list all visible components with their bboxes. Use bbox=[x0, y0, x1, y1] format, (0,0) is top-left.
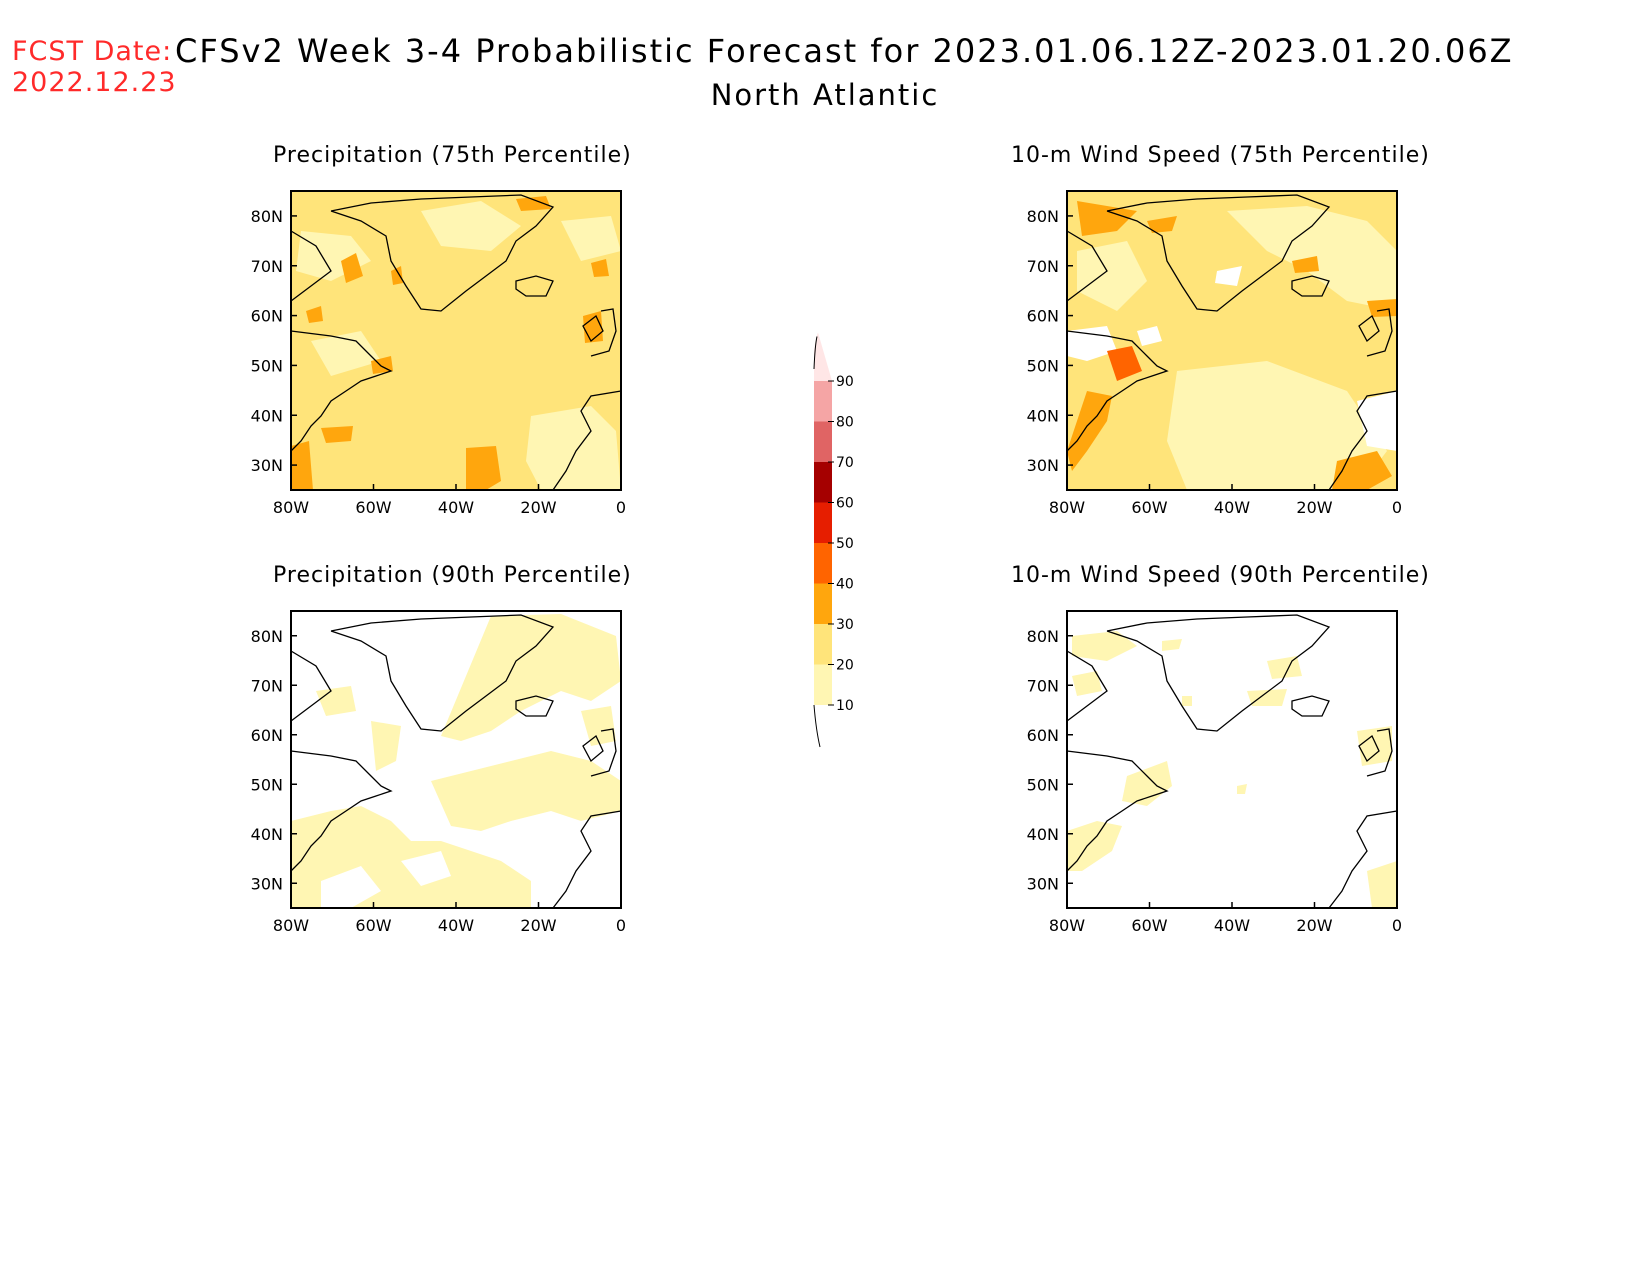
colorbar-label: 30 bbox=[836, 617, 854, 633]
lon-axis: 80W 60W 40W 20W 0 bbox=[1049, 902, 1402, 935]
lon-label: 40W bbox=[438, 916, 474, 935]
lat-label: 60N bbox=[1027, 307, 1059, 326]
lon-label: 20W bbox=[520, 916, 556, 935]
main-title: CFSv2 Week 3-4 Probabilistic Forecast fo… bbox=[175, 32, 1514, 70]
lat-label: 40N bbox=[251, 825, 283, 844]
forecast-date-value: 2022.12.23 bbox=[12, 67, 177, 98]
colorbar-label: 90 bbox=[836, 374, 854, 390]
lon-label: 60W bbox=[1131, 498, 1167, 517]
region-subtitle: North Atlantic bbox=[710, 78, 940, 112]
colorbar-swatch bbox=[814, 664, 832, 705]
lat-label: 50N bbox=[251, 356, 283, 375]
colorbar-label: 20 bbox=[836, 658, 854, 674]
lat-label: 70N bbox=[251, 676, 283, 695]
lat-axis: 80N 70N 60N 50N 40N 30N bbox=[251, 627, 297, 893]
lon-label: 0 bbox=[1392, 498, 1402, 517]
panel-title-precip90: Precipitation (90th Percentile) bbox=[273, 563, 632, 588]
lat-axis: 80N 70N 60N 50N 40N 30N bbox=[1027, 207, 1073, 475]
colorbar-label: 70 bbox=[836, 455, 854, 471]
map-wind90: 80N 70N 60N 50N 40N 30N 80W 60W 40W 20W 0 bbox=[1027, 610, 1402, 935]
coastline bbox=[1066, 194, 1398, 491]
lon-label: 40W bbox=[438, 498, 474, 517]
lat-label: 60N bbox=[251, 307, 283, 326]
lat-label: 30N bbox=[1027, 874, 1059, 893]
colorbar-head bbox=[813, 336, 818, 370]
lat-label: 40N bbox=[1027, 406, 1059, 425]
colorbar-swatch bbox=[814, 624, 832, 665]
panel-title-wind75: 10-m Wind Speed (75th Percentile) bbox=[1011, 143, 1430, 168]
lon-label: 60W bbox=[1131, 916, 1167, 935]
panel-title-wind90: 10-m Wind Speed (90th Percentile) bbox=[1011, 563, 1430, 588]
lon-label: 80W bbox=[1049, 916, 1085, 935]
lon-label: 40W bbox=[1214, 498, 1250, 517]
lat-label: 30N bbox=[251, 874, 283, 893]
map-precip75: 80N 70N 60N 50N 40N 30N 80W 60W 40W 20W 0 bbox=[251, 190, 626, 517]
colorbar-label: 40 bbox=[836, 577, 854, 593]
lat-label: 30N bbox=[251, 456, 283, 475]
panel-title-precip75: Precipitation (75th Percentile) bbox=[273, 143, 632, 168]
colorbar-swatch bbox=[814, 421, 832, 462]
colorbar-ticks: 10 20 30 40 50 60 70 80 90 bbox=[828, 374, 854, 714]
lon-axis: 80W 60W 40W 20W 0 bbox=[273, 484, 626, 517]
contour-shading bbox=[291, 614, 621, 908]
forecast-date-block: FCST Date: 2022.12.23 bbox=[12, 36, 177, 98]
lon-label: 0 bbox=[616, 916, 626, 935]
lat-label: 60N bbox=[251, 726, 283, 745]
lat-axis: 80N 70N 60N 50N 40N 30N bbox=[251, 207, 297, 475]
lon-label: 0 bbox=[1392, 916, 1402, 935]
colorbar-swatch bbox=[814, 462, 832, 503]
colorbar-swatch bbox=[814, 381, 832, 422]
colorbar-swatch bbox=[814, 583, 832, 624]
lat-label: 50N bbox=[1027, 356, 1059, 375]
colorbar-swatch bbox=[814, 543, 832, 584]
coastline bbox=[290, 614, 622, 909]
colorbar-label: 50 bbox=[836, 536, 854, 552]
lat-axis: 80N 70N 60N 50N 40N 30N bbox=[1027, 627, 1073, 893]
lat-label: 40N bbox=[1027, 825, 1059, 844]
lat-label: 80N bbox=[1027, 207, 1059, 226]
colorbar-label: 60 bbox=[836, 496, 854, 512]
colorbar-swatches bbox=[813, 332, 832, 748]
coastline bbox=[290, 194, 622, 491]
lon-label: 20W bbox=[520, 498, 556, 517]
map-wind75: 80N 70N 60N 50N 40N 30N 80W 60W 40W 20W 0 bbox=[1027, 190, 1402, 517]
lon-axis: 80W 60W 40W 20W 0 bbox=[273, 902, 626, 935]
lon-label: 0 bbox=[616, 498, 626, 517]
lat-label: 80N bbox=[251, 207, 283, 226]
colorbar-label: 10 bbox=[836, 698, 854, 714]
coastline bbox=[1066, 614, 1398, 909]
lon-label: 80W bbox=[273, 916, 309, 935]
colorbar-label: 80 bbox=[836, 415, 854, 431]
lat-label: 60N bbox=[1027, 726, 1059, 745]
lon-label: 60W bbox=[355, 916, 391, 935]
contour-shading bbox=[1067, 631, 1397, 908]
lat-label: 50N bbox=[1027, 775, 1059, 794]
lon-label: 20W bbox=[1296, 916, 1332, 935]
lon-label: 80W bbox=[273, 498, 309, 517]
lat-label: 70N bbox=[251, 257, 283, 276]
colorbar-swatch bbox=[814, 332, 832, 381]
lon-label: 80W bbox=[1049, 498, 1085, 517]
lat-label: 70N bbox=[1027, 257, 1059, 276]
lat-label: 50N bbox=[251, 775, 283, 794]
colorbar-tail bbox=[813, 704, 821, 748]
map-precip90: 80N 70N 60N 50N 40N 30N 80W 60W 40W 20W 0 bbox=[251, 610, 626, 935]
lon-label: 60W bbox=[355, 498, 391, 517]
lat-label: 40N bbox=[251, 406, 283, 425]
lon-label: 20W bbox=[1296, 498, 1332, 517]
contour-shading bbox=[291, 196, 621, 490]
colorbar-swatch bbox=[814, 502, 832, 543]
lat-label: 30N bbox=[1027, 456, 1059, 475]
forecast-date-label: FCST Date: bbox=[12, 36, 173, 67]
lat-label: 70N bbox=[1027, 676, 1059, 695]
lon-axis: 80W 60W 40W 20W 0 bbox=[1049, 484, 1402, 517]
lat-label: 80N bbox=[251, 627, 283, 646]
colorbar: 10 20 30 40 50 60 70 80 90 bbox=[813, 332, 854, 748]
lat-label: 80N bbox=[1027, 627, 1059, 646]
contour-shading bbox=[1067, 201, 1397, 490]
lon-label: 40W bbox=[1214, 916, 1250, 935]
